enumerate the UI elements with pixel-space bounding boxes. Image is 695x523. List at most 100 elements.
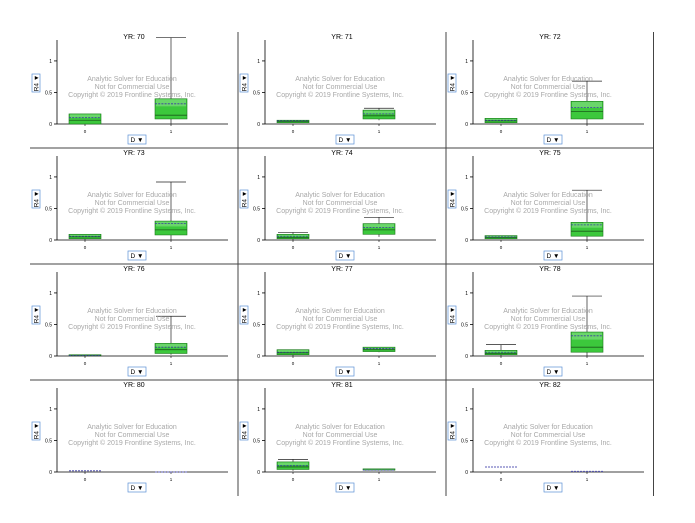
x-axis-selector[interactable] bbox=[335, 366, 355, 377]
y-axis-selector[interactable]: R4 ▼ bbox=[239, 189, 249, 209]
x-selector-label[interactable]: D ▼ bbox=[131, 485, 144, 492]
y-tick-label: 0 bbox=[49, 238, 52, 244]
y-tick-label: 0.5 bbox=[461, 90, 468, 96]
y-selector-box[interactable] bbox=[31, 421, 41, 441]
y-selector-box[interactable] bbox=[239, 73, 249, 93]
x-axis-selector[interactable] bbox=[127, 134, 147, 145]
y-axis-selector[interactable]: R4 ▼ bbox=[239, 73, 249, 93]
x-tick-label: 0 bbox=[500, 477, 503, 482]
x-axis-selector[interactable] bbox=[543, 134, 563, 145]
x-axis-selector[interactable] bbox=[127, 366, 147, 377]
x-tick-label: 0 bbox=[84, 129, 87, 134]
y-selector-box[interactable] bbox=[239, 189, 249, 209]
box-highlight bbox=[156, 99, 186, 107]
x-selector-label[interactable]: D ▼ bbox=[131, 137, 144, 144]
y-selector-label[interactable]: R4 ▼ bbox=[34, 423, 41, 440]
watermark-line-3: Copyright © 2019 Frontline Systems, Inc. bbox=[276, 91, 404, 99]
x-axis-selector[interactable] bbox=[543, 482, 563, 493]
x-tick-label: 1 bbox=[378, 129, 381, 134]
y-selector-box[interactable] bbox=[239, 305, 249, 325]
x-tick-label: 1 bbox=[586, 361, 589, 366]
x-axis-selector[interactable] bbox=[335, 134, 355, 145]
y-axis-selector[interactable]: R4 ▼ bbox=[447, 305, 457, 325]
panel-title: YR: 77 bbox=[331, 266, 353, 273]
y-selector-box[interactable] bbox=[239, 421, 249, 441]
x-selector-label[interactable]: D ▼ bbox=[339, 485, 352, 492]
y-selector-label[interactable]: R4 ▼ bbox=[34, 307, 41, 324]
box-plot-panel: YR: 82 0 0.5 1 0 1 R4 ▼ D ▼ Analytic Solver for … bbox=[447, 382, 644, 493]
box-highlight bbox=[278, 350, 308, 352]
y-tick-label: 1 bbox=[257, 59, 260, 65]
x-selector-label[interactable]: D ▼ bbox=[339, 137, 352, 144]
y-tick-label: 0 bbox=[49, 470, 52, 476]
y-axis-selector[interactable]: R4 ▼ bbox=[239, 421, 249, 441]
y-axis-selector[interactable]: R4 ▼ bbox=[31, 305, 41, 325]
x-selector-label[interactable]: D ▼ bbox=[547, 137, 560, 144]
box-plot-panel: YR: 74 0 0.5 1 0 1 R4 ▼ D ▼ Analytic Solver for … bbox=[239, 150, 436, 261]
panel-title: YR: 81 bbox=[331, 382, 353, 389]
y-selector-box[interactable] bbox=[31, 189, 41, 209]
x-selector-label[interactable]: D ▼ bbox=[547, 369, 560, 376]
y-selector-label[interactable]: R4 ▼ bbox=[34, 191, 41, 208]
y-tick-label: 0 bbox=[465, 122, 468, 128]
y-selector-label[interactable]: R4 ▼ bbox=[242, 191, 249, 208]
y-tick-label: 0.5 bbox=[45, 322, 52, 328]
x-selector-label[interactable]: D ▼ bbox=[131, 369, 144, 376]
y-selector-label[interactable]: R4 ▼ bbox=[242, 307, 249, 324]
y-selector-box[interactable] bbox=[447, 73, 457, 93]
x-selector-label[interactable]: D ▼ bbox=[547, 485, 560, 492]
y-tick-label: 0.5 bbox=[461, 438, 468, 444]
x-selector-label[interactable]: D ▼ bbox=[131, 253, 144, 260]
y-selector-label[interactable]: R4 ▼ bbox=[242, 423, 249, 440]
watermark-line-1: Analytic Solver for Education bbox=[295, 192, 385, 199]
y-selector-label[interactable]: R4 ▼ bbox=[450, 307, 457, 324]
x-axis-selector[interactable] bbox=[543, 250, 563, 261]
y-axis-selector[interactable]: R4 ▼ bbox=[447, 421, 457, 441]
box-highlight bbox=[364, 110, 394, 114]
y-selector-box[interactable] bbox=[447, 421, 457, 441]
x-selector-label[interactable]: D ▼ bbox=[339, 253, 352, 260]
x-tick-label: 1 bbox=[378, 477, 381, 482]
x-axis-selector[interactable] bbox=[127, 482, 147, 493]
y-tick-label: 0.5 bbox=[45, 90, 52, 96]
y-selector-label[interactable]: R4 ▼ bbox=[450, 191, 457, 208]
y-selector-box[interactable] bbox=[31, 305, 41, 325]
y-axis-selector[interactable]: R4 ▼ bbox=[31, 73, 41, 93]
x-tick-label: 0 bbox=[84, 361, 87, 366]
y-axis-selector[interactable]: R4 ▼ bbox=[447, 189, 457, 209]
watermark-line-2: Not for Commercial Use bbox=[95, 84, 170, 91]
x-selector-label[interactable]: D ▼ bbox=[547, 253, 560, 260]
x-selector-label[interactable]: D ▼ bbox=[339, 369, 352, 376]
y-axis-selector[interactable]: R4 ▼ bbox=[31, 189, 41, 209]
y-axis-selector[interactable]: R4 ▼ bbox=[239, 305, 249, 325]
box-highlight bbox=[364, 469, 394, 470]
y-selector-label[interactable]: R4 ▼ bbox=[450, 75, 457, 92]
y-selector-box[interactable] bbox=[447, 305, 457, 325]
watermark-line-1: Analytic Solver for Education bbox=[503, 76, 593, 83]
watermark-line-3: Copyright © 2019 Frontline Systems, Inc. bbox=[68, 439, 196, 447]
x-axis-selector[interactable] bbox=[335, 482, 355, 493]
watermark-line-3: Copyright © 2019 Frontline Systems, Inc. bbox=[484, 439, 612, 447]
y-selector-box[interactable] bbox=[31, 73, 41, 93]
y-axis-selector[interactable]: R4 ▼ bbox=[447, 73, 457, 93]
y-selector-label[interactable]: R4 ▼ bbox=[242, 75, 249, 92]
panel-title: YR: 71 bbox=[331, 34, 353, 41]
y-axis-selector[interactable]: R4 ▼ bbox=[31, 421, 41, 441]
watermark-line-1: Analytic Solver for Education bbox=[503, 424, 593, 431]
y-tick-label: 0 bbox=[257, 238, 260, 244]
x-tick-label: 0 bbox=[500, 245, 503, 250]
y-selector-label[interactable]: R4 ▼ bbox=[34, 75, 41, 92]
y-selector-label[interactable]: R4 ▼ bbox=[450, 423, 457, 440]
x-axis-selector[interactable] bbox=[543, 366, 563, 377]
y-tick-label: 0.5 bbox=[253, 90, 260, 96]
y-tick-label: 1 bbox=[257, 407, 260, 413]
x-tick-label: 0 bbox=[500, 129, 503, 134]
y-selector-box[interactable] bbox=[447, 189, 457, 209]
x-tick-label: 0 bbox=[292, 129, 295, 134]
watermark-line-3: Copyright © 2019 Frontline Systems, Inc. bbox=[484, 323, 612, 331]
x-axis-selector[interactable] bbox=[335, 250, 355, 261]
y-tick-label: 1 bbox=[49, 407, 52, 413]
y-tick-label: 1 bbox=[465, 407, 468, 413]
x-axis-selector[interactable] bbox=[127, 250, 147, 261]
panel-title: YR: 70 bbox=[123, 34, 145, 41]
